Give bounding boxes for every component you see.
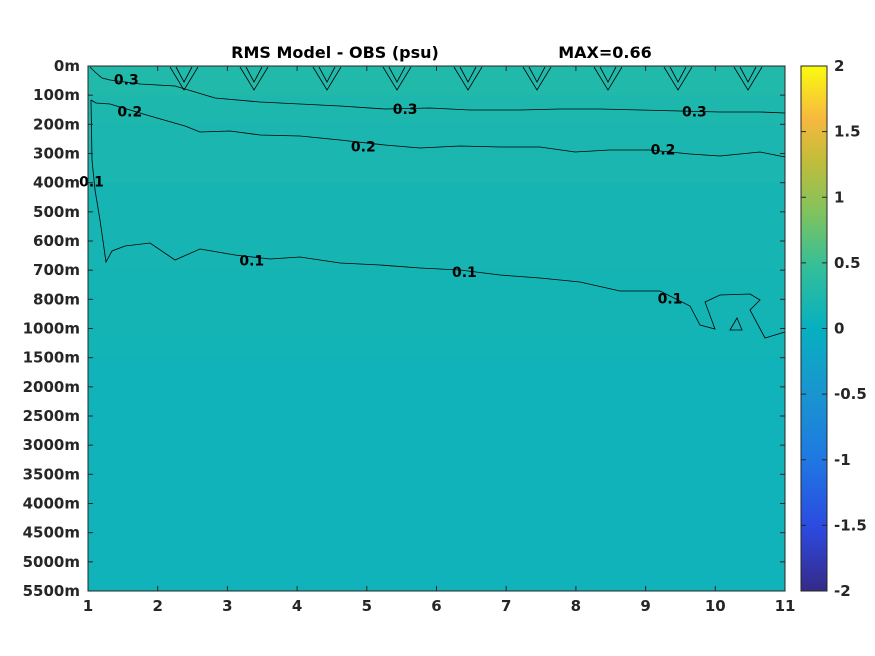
colorbar-tick-label-2: 1 [834,188,844,206]
x-tick-label-8: 9 [640,597,650,615]
contour-label-2: 0.3 [393,102,418,118]
colorbar-tick-label-3: 0.5 [834,254,861,272]
y-tick-label-9: 1000m [23,320,80,338]
x-axis-ticks: 1 2 3 4 5 6 7 8 9 10 11 [83,66,796,615]
chart-title: RMS Model - OBS (psu) [231,43,439,62]
y-tick-label-1: 100m [33,86,80,104]
contour-label-4: 0.2 [351,140,376,156]
contour-lines [89,66,786,339]
y-tick-label-18: 5500m [23,582,80,600]
y-tick-label-2: 200m [33,115,80,133]
y-tick-label-7: 700m [33,261,80,279]
contour-line-0.3 [89,66,786,114]
field-band-3 [88,182,785,271]
contour-surface-lobes [169,66,763,91]
contour-label-8: 0.1 [452,265,477,281]
y-tick-label-5: 500m [33,203,80,221]
colorbar-tick-label-8: -2 [834,582,851,600]
x-tick-label-1: 2 [152,597,162,615]
contour-line-0.1-island [729,317,743,331]
field-band-5 [88,328,785,359]
field-band-4 [88,270,785,329]
y-tick-label-8: 800m [33,290,80,308]
colorbar-tick-label-5: -0.5 [834,385,867,403]
colorbar-tick-label-6: -1 [834,451,851,469]
x-tick-label-0: 1 [83,597,93,615]
x-tick-label-3: 4 [292,597,302,615]
colorbar-tick-label-0: 2 [834,57,844,75]
y-tick-label-16: 4500m [23,524,80,542]
x-tick-label-10: 11 [775,597,796,615]
y-tick-label-12: 2500m [23,407,80,425]
y-tick-label-17: 5000m [23,553,80,571]
y-tick-label-13: 3000m [23,436,80,454]
contour-label-9: 0.1 [658,291,683,307]
x-tick-label-6: 7 [501,597,511,615]
x-tick-label-4: 5 [362,597,372,615]
contour-label-0: 0.3 [114,73,139,89]
colorbar-tick-label-7: -1.5 [834,516,867,534]
contour-line-0.1 [90,99,786,339]
contour-labels: 0.30.2 0.3 0.30.2 0.20.10.10.10.1 [79,73,707,308]
max-label: MAX=0.66 [558,43,652,62]
colorbar-tick-label-1: 1.5 [834,123,861,141]
field-band-1 [88,95,785,125]
contour-label-3: 0.3 [682,105,707,121]
colorbar-ticks: 2 1.5 1 0.5 0 -0.5 -1 -1.5 -2 [801,57,867,600]
field-band-6 [88,357,785,592]
y-tick-label-3: 300m [33,145,80,163]
y-tick-label-14: 3500m [23,465,80,483]
colorbar-tick-label-4: 0 [834,320,844,338]
contour-label-5: 0.2 [651,143,676,159]
heatmap-field [88,66,785,592]
x-tick-label-2: 3 [222,597,232,615]
y-axis-ticks: 0m 100m 200m 300m 400m 500m 600m 700m 800m 1000m 1… [23,57,785,600]
x-tick-label-7: 8 [571,597,581,615]
field-band-2 [88,124,785,184]
contour-label-7: 0.1 [239,253,264,269]
y-tick-label-10: 1500m [23,349,80,367]
x-tick-label-9: 10 [705,597,726,615]
contour-label-1: 0.2 [117,105,142,121]
y-tick-label-15: 4000m [23,495,80,513]
y-tick-label-11: 2000m [23,378,80,396]
x-tick-label-5: 6 [431,597,441,615]
y-tick-label-0: 0m [54,57,80,75]
contour-line-0.2 [90,99,786,158]
y-tick-label-4: 400m [33,174,80,192]
y-tick-label-6: 600m [33,232,80,250]
